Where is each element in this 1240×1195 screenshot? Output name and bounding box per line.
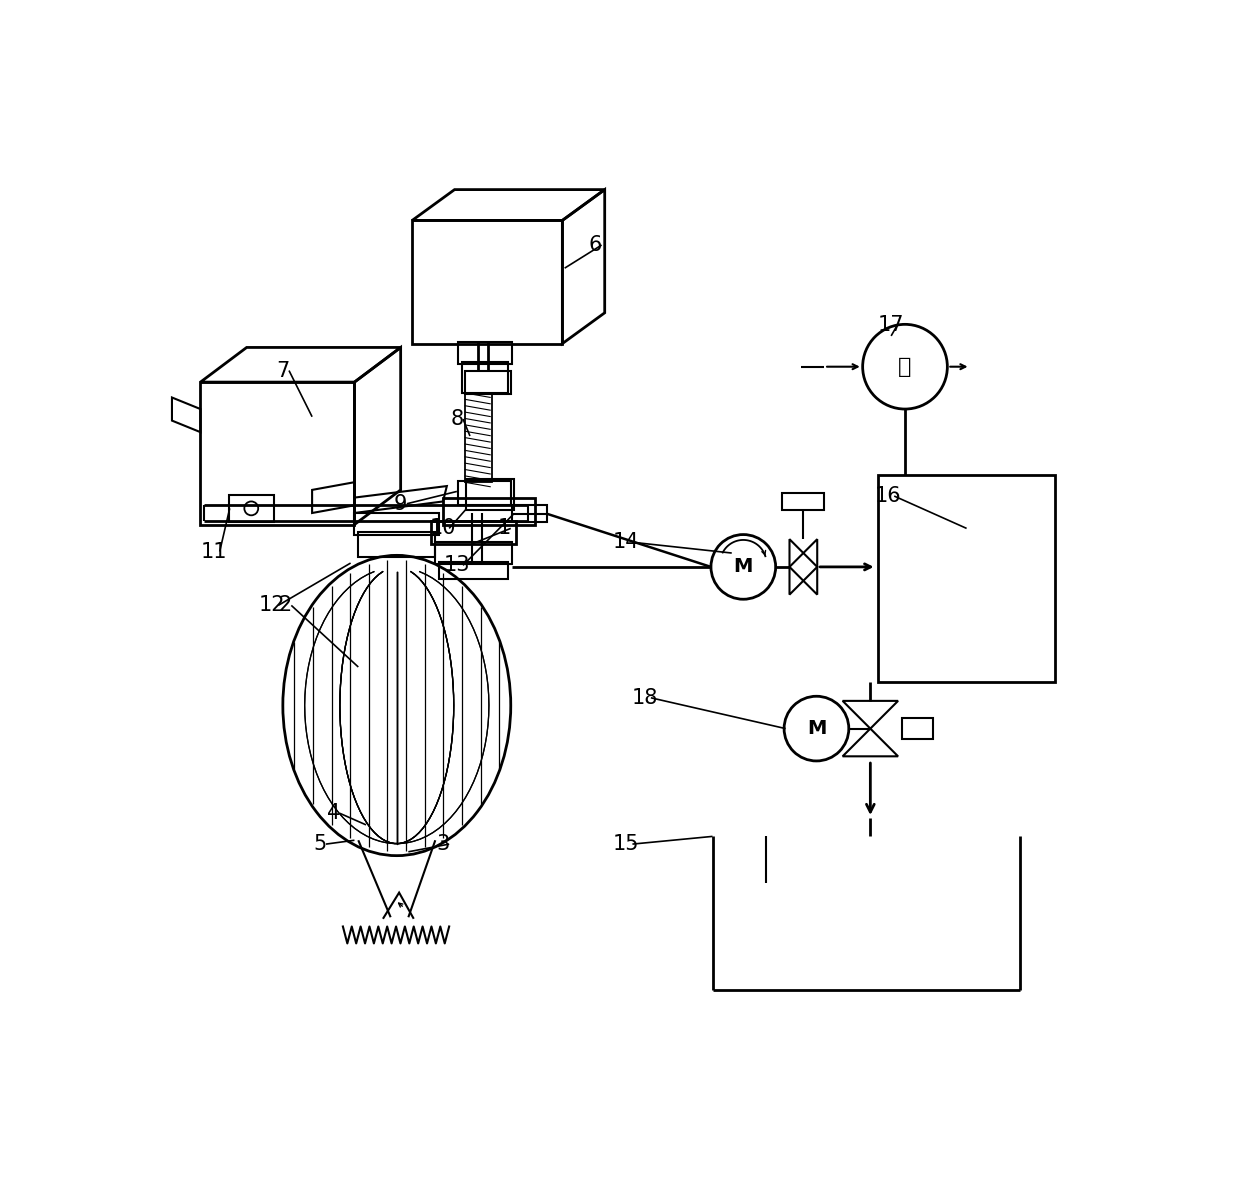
Text: 12: 12 bbox=[259, 595, 285, 615]
Bar bbox=[466, 479, 513, 510]
Text: 7: 7 bbox=[277, 361, 289, 380]
Bar bbox=[878, 474, 1055, 682]
Text: 16: 16 bbox=[874, 486, 901, 505]
Text: 9: 9 bbox=[394, 494, 407, 514]
Bar bbox=[355, 513, 439, 534]
Text: 11: 11 bbox=[201, 541, 227, 562]
Bar bbox=[435, 543, 512, 564]
Text: 18: 18 bbox=[631, 688, 658, 707]
Text: 14: 14 bbox=[613, 532, 640, 552]
Bar bbox=[459, 480, 511, 505]
Text: M: M bbox=[734, 557, 753, 576]
Text: 17: 17 bbox=[878, 315, 904, 335]
Text: 1: 1 bbox=[498, 519, 511, 539]
Text: 10: 10 bbox=[430, 519, 456, 539]
Bar bbox=[465, 372, 511, 394]
Bar bbox=[358, 532, 435, 557]
Bar bbox=[443, 497, 536, 525]
Text: 5: 5 bbox=[314, 834, 326, 854]
Text: M: M bbox=[807, 719, 826, 739]
Text: 8: 8 bbox=[450, 409, 464, 429]
Text: 4: 4 bbox=[327, 803, 340, 823]
Text: 泵: 泵 bbox=[898, 356, 911, 376]
Bar bbox=[432, 521, 516, 544]
Text: 6: 6 bbox=[589, 235, 603, 255]
Bar bbox=[781, 494, 825, 510]
Bar bbox=[465, 393, 491, 483]
Text: 3: 3 bbox=[436, 834, 450, 854]
Bar bbox=[439, 563, 508, 580]
Text: 13: 13 bbox=[444, 556, 470, 575]
Text: 2: 2 bbox=[279, 595, 291, 615]
Bar bbox=[459, 342, 512, 363]
Bar bbox=[463, 362, 508, 393]
Text: 15: 15 bbox=[613, 834, 640, 854]
Bar bbox=[901, 718, 932, 740]
Bar bbox=[512, 505, 547, 522]
Bar bbox=[229, 495, 274, 522]
